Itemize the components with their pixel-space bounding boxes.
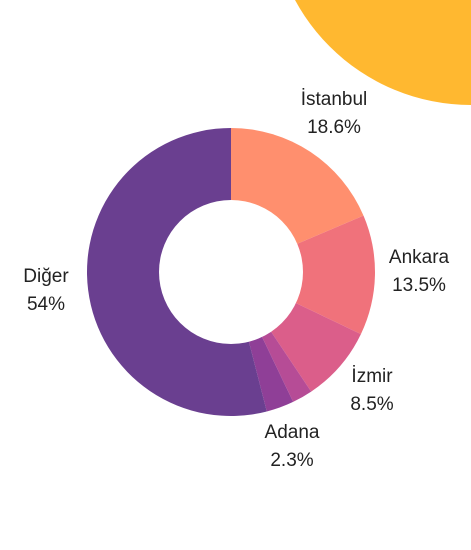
slice-name-istanbul: İstanbul: [300, 89, 368, 110]
slice-label-istanbul: İstanbul 18.6%: [284, 86, 384, 142]
decorative-accent-circle: [295, 0, 471, 105]
slice-value-istanbul: 18.6%: [307, 117, 361, 138]
slice-ankara: [231, 215, 375, 335]
slice-value-ankara: 13.5%: [392, 275, 446, 296]
slice-label-adana: Adana 2.3%: [252, 419, 332, 475]
slice-value-izmir: 8.5%: [350, 394, 394, 415]
slice-name-izmir: İzmir: [351, 366, 393, 387]
slice-value-adana: 2.3%: [270, 450, 314, 471]
slice-label-diger: Diğer 54%: [8, 263, 84, 319]
slice-name-adana: Adana: [264, 422, 320, 443]
slice-value-diger: 54%: [26, 294, 66, 315]
slice-label-ankara: Ankara 13.5%: [373, 244, 465, 300]
slice-name-diger: Diğer: [23, 266, 69, 287]
slice-name-ankara: Ankara: [388, 247, 450, 268]
donut-hole: [159, 200, 303, 344]
slice-label-izmir: İzmir 8.5%: [334, 363, 410, 419]
